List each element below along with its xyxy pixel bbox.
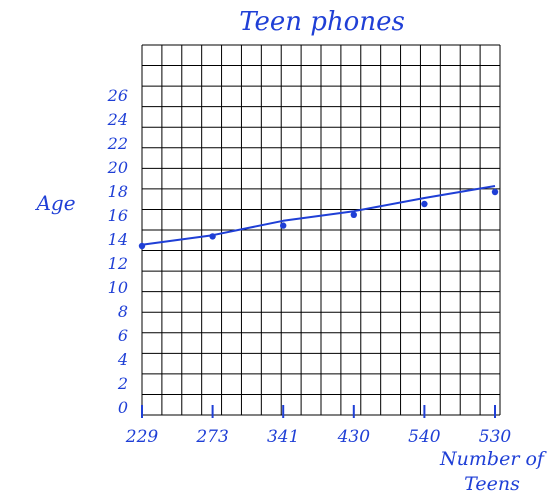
x-tick-label: 229 xyxy=(125,427,159,447)
x-tick-label: 273 xyxy=(195,427,228,447)
data-point xyxy=(209,233,216,240)
data-point xyxy=(421,200,428,208)
x-axis-label-line2: Teens xyxy=(464,473,520,495)
y-tick-label: 2 xyxy=(117,374,128,393)
y-axis-label: Age xyxy=(34,191,75,215)
y-tick-label: 24 xyxy=(107,110,128,129)
data-point xyxy=(350,211,357,218)
y-tick-label: 4 xyxy=(117,350,128,369)
y-tick-label: 0 xyxy=(118,398,128,417)
data-point xyxy=(491,188,499,196)
x-tick-label: 540 xyxy=(408,427,441,447)
y-tick-label: 18 xyxy=(108,182,128,201)
y-tick-label: 6 xyxy=(118,326,128,345)
y-tick-label: 8 xyxy=(118,302,128,321)
x-axis-label-line1: Number of xyxy=(439,448,547,470)
chart-grid xyxy=(141,44,501,416)
series-line xyxy=(141,185,496,246)
y-tick-label: 22 xyxy=(107,134,128,153)
y-tick-label: 20 xyxy=(107,158,128,177)
y-tick-label: 12 xyxy=(108,254,128,273)
data-point xyxy=(280,222,287,229)
x-tick-label: 430 xyxy=(337,427,371,447)
x-tick-label: 341 xyxy=(267,427,299,447)
data-marks xyxy=(138,185,499,250)
y-tick-label: 14 xyxy=(108,230,128,249)
y-tick-label: 26 xyxy=(107,86,128,105)
y-tick-label: 16 xyxy=(108,206,128,225)
data-point xyxy=(138,242,146,250)
x-tick-label: 530 xyxy=(479,427,512,447)
chart-title: Teen phones xyxy=(239,7,405,37)
y-tick-label: 10 xyxy=(108,278,128,297)
